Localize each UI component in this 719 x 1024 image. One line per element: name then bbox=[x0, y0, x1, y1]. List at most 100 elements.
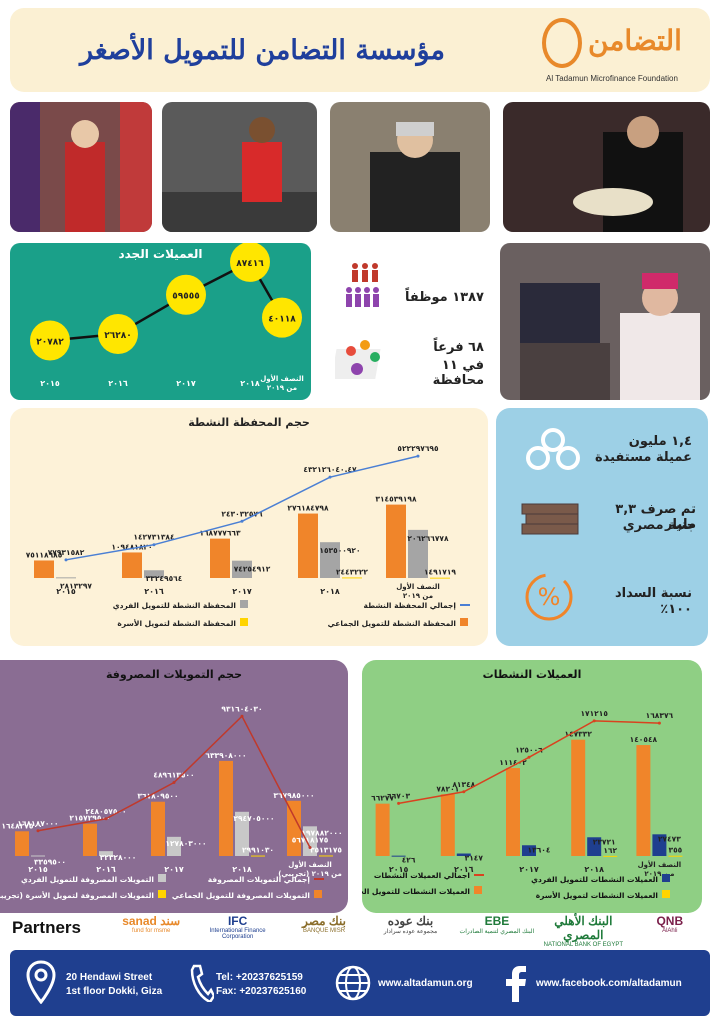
repayment-stat-line1: نسبة السداد bbox=[614, 586, 692, 601]
legend-swatch bbox=[662, 890, 670, 898]
bar-1 bbox=[144, 570, 164, 578]
new-clients-value-label: ٤٠١١٨ bbox=[268, 315, 296, 325]
branches-map-icon bbox=[331, 335, 387, 387]
legend-swatch bbox=[158, 890, 166, 898]
employees-icon bbox=[345, 262, 383, 310]
address-line2: 1st floor Dokki, Giza bbox=[66, 986, 163, 997]
contact-tel[interactable]: Tel: +20237625159 bbox=[216, 972, 303, 983]
employees-stat: ١٣٨٧ موظفاً bbox=[405, 290, 484, 305]
bar-0 bbox=[298, 513, 318, 578]
partner-subtitle: AlAhli bbox=[662, 928, 678, 934]
new-clients-value-label: ٥٩٥٥٥ bbox=[172, 292, 199, 302]
bar-value-label: ٢١٥٧٢٩٥٠٠ bbox=[69, 814, 110, 823]
total-line-point bbox=[527, 755, 531, 759]
logo-icon bbox=[542, 18, 582, 68]
legend-swatch bbox=[240, 600, 248, 608]
legend-swatch bbox=[314, 890, 322, 898]
disbursed-stat-line1: تم صرف ٣,٣ مليار bbox=[615, 502, 696, 532]
bar-value-label: ٢٩٩١٠٣٠ bbox=[242, 846, 274, 855]
category-label: ٢٠١٧ bbox=[232, 587, 252, 596]
legend-swatch bbox=[158, 874, 166, 882]
facebook-icon[interactable] bbox=[500, 964, 530, 1006]
bar-value-label: ٦٦٢٧٧ bbox=[371, 794, 394, 803]
branches-stat-line2: في ١١ محافظة bbox=[432, 358, 484, 388]
legend-label: العميلات النشطات للتمويل الفردي bbox=[531, 875, 658, 884]
bar-value-label: ٧٥١١٨٦٨٥ bbox=[26, 550, 63, 559]
branches-stat-line1: ٦٨ فرعاً bbox=[433, 340, 484, 355]
legend-label: المحفظة النشطة للتمويل الفردي bbox=[113, 601, 236, 610]
bar-value-label: ١٤٠٥٤٨ bbox=[630, 735, 658, 744]
new-clients-marker bbox=[166, 274, 206, 315]
line-value-label: ٤٣٢١٢٦٠٤٠.٤٧ bbox=[303, 465, 357, 474]
globe-icon bbox=[334, 964, 372, 1006]
portfolio-chart: ٧٥١١٨٦٨٥ ٢٨١٣٢٩٧ ٧٧٩٣١٥٨٢ ٢٠١٥ ١٠٩٤٨١٨٢٠ ٣٣٢٤… bbox=[26, 444, 470, 628]
bar-2 bbox=[342, 577, 362, 579]
portfolio-chart-title: حجم المحفظة النشطة bbox=[188, 416, 310, 429]
photo-client-fabric-shop bbox=[10, 102, 152, 232]
line-value-label: ٥٢٢٢٩٧٦٩٥ bbox=[397, 444, 439, 453]
partner-logo-sanad: sanad سند fund for msme bbox=[110, 914, 192, 934]
bar-1 bbox=[587, 837, 602, 856]
disbursed-chart: ١٦٤٨٢٧٥٠٠ ٣٣٥٩٥٠٠ ١٦٨١٨٧٠٠٠ ٢٠١٥ ٢١٥٧٢٩٥٠٠ ٣٢… bbox=[0, 704, 343, 900]
partner-subtitle: مجموعة عوده سرادار bbox=[383, 929, 438, 935]
bar-0 bbox=[219, 760, 233, 856]
active-portfolio-panel: حجم المحفظة النشطة ٧٥١١٨٦٨٥ ٢٨١٣٢٩٧ ٧٧٩٣١٥… bbox=[10, 408, 488, 646]
line-value-label: ١٢٥٠٠٦ bbox=[515, 745, 543, 754]
bar-value-label: ٣٣٢٤٩٥٦٤ bbox=[146, 574, 183, 583]
bar-value-label: ١٠٩٤٨١٨٢٠ bbox=[111, 542, 152, 551]
legend-label: العميلات النشطات للتمويل الجماعي bbox=[362, 887, 470, 896]
new-clients-category-label: النصف الأول bbox=[260, 374, 304, 383]
total-line-point bbox=[328, 475, 332, 479]
bar-value-label: ٣١٤٥٣٩١٩٨ bbox=[375, 495, 417, 504]
bar-1 bbox=[320, 542, 340, 578]
category-label: ٢٠١٥ bbox=[389, 865, 409, 874]
legend-label: إجمالي المحفظة النشطة bbox=[364, 601, 456, 610]
line-value-label: ١٦٨١٨٧٠٠٠ bbox=[17, 819, 58, 828]
partner-logo-nbe: البنك الأهلي المصري NATIONAL BANK OF EGYP… bbox=[542, 914, 624, 948]
bar-1 bbox=[232, 560, 252, 578]
bar-value-label: ٣١٤٧ bbox=[465, 854, 484, 863]
bar-1 bbox=[31, 855, 45, 857]
repayment-stat-line2: ١٠٠٪ bbox=[660, 602, 692, 617]
facebook-link[interactable]: www.facebook.com/altadamun bbox=[536, 978, 682, 989]
total-line-point bbox=[657, 721, 661, 725]
category-label-sub: من ٢٠١٩ bbox=[403, 592, 433, 600]
photo-client-sewing bbox=[500, 243, 710, 400]
category-label: النصف الأول bbox=[638, 860, 682, 869]
bar-value-label: ٣٥١٣١٧٥ bbox=[310, 845, 342, 854]
bar-0 bbox=[375, 803, 390, 856]
partner-name: IFC bbox=[227, 914, 248, 928]
legend-swatch bbox=[474, 886, 482, 894]
new-clients-chart: ٢٠٧٨٢ ٢٠١٥ ٢٦٢٨٠ ٢٠١٦ ٥٩٥٥٥ ٢٠١٧ ٨٧٤١٦ ٢٠١٨ ٤٠١١… bbox=[30, 243, 304, 392]
bar-value-label: ٧٤٢٥٤٩١٢ bbox=[234, 565, 271, 574]
category-label-sub: من ٢٠١٩ (تجريبي) bbox=[278, 870, 342, 878]
percent-icon: % bbox=[522, 570, 576, 624]
category-label: ٢٠١٧ bbox=[519, 865, 539, 874]
photo-client-workshop bbox=[162, 102, 317, 232]
bar-2 bbox=[668, 855, 683, 857]
category-label-sub: من ٢٠١٩ bbox=[644, 870, 674, 878]
website-link[interactable]: www.altadamun.org bbox=[378, 978, 473, 989]
clients-icon bbox=[524, 426, 582, 478]
bar-1 bbox=[391, 855, 406, 857]
bar-1 bbox=[652, 834, 667, 856]
logo-subtitle: Al Tadamun Microfinance Foundation bbox=[546, 74, 678, 83]
line-value-label: ١٧١٢١٥ bbox=[580, 709, 608, 718]
bar-1 bbox=[235, 811, 249, 856]
bar-value-label: ٧٨٢٠١ bbox=[436, 784, 459, 793]
bar-2 bbox=[603, 855, 618, 857]
legend-label: المحفظة النشطة لتمويل الأسرة bbox=[117, 619, 236, 628]
new-clients-value-label: ٨٧٤١٦ bbox=[236, 259, 264, 269]
new-clients-category-label: ٢٠١٦ bbox=[108, 379, 128, 388]
category-label: النصف الأول bbox=[396, 582, 440, 591]
new-clients-marker bbox=[230, 243, 270, 282]
new-clients-category-label-sub: من ٢٠١٩ bbox=[267, 384, 297, 392]
photo-client-crafting bbox=[330, 102, 490, 232]
clients-stat-line1: ١,٤ مليون bbox=[628, 434, 692, 449]
line-value-label: ١٦٨٣٧٦ bbox=[646, 711, 674, 720]
bar-1 bbox=[303, 826, 317, 856]
category-label: ٢٠١٦ bbox=[454, 865, 474, 874]
partner-subtitle: BANQUE MISR bbox=[303, 928, 346, 934]
bar-value-label: ٣٣٥٩٥٠٠ bbox=[34, 857, 66, 866]
bar-value-label: ١٣٦٠٤ bbox=[528, 845, 551, 854]
